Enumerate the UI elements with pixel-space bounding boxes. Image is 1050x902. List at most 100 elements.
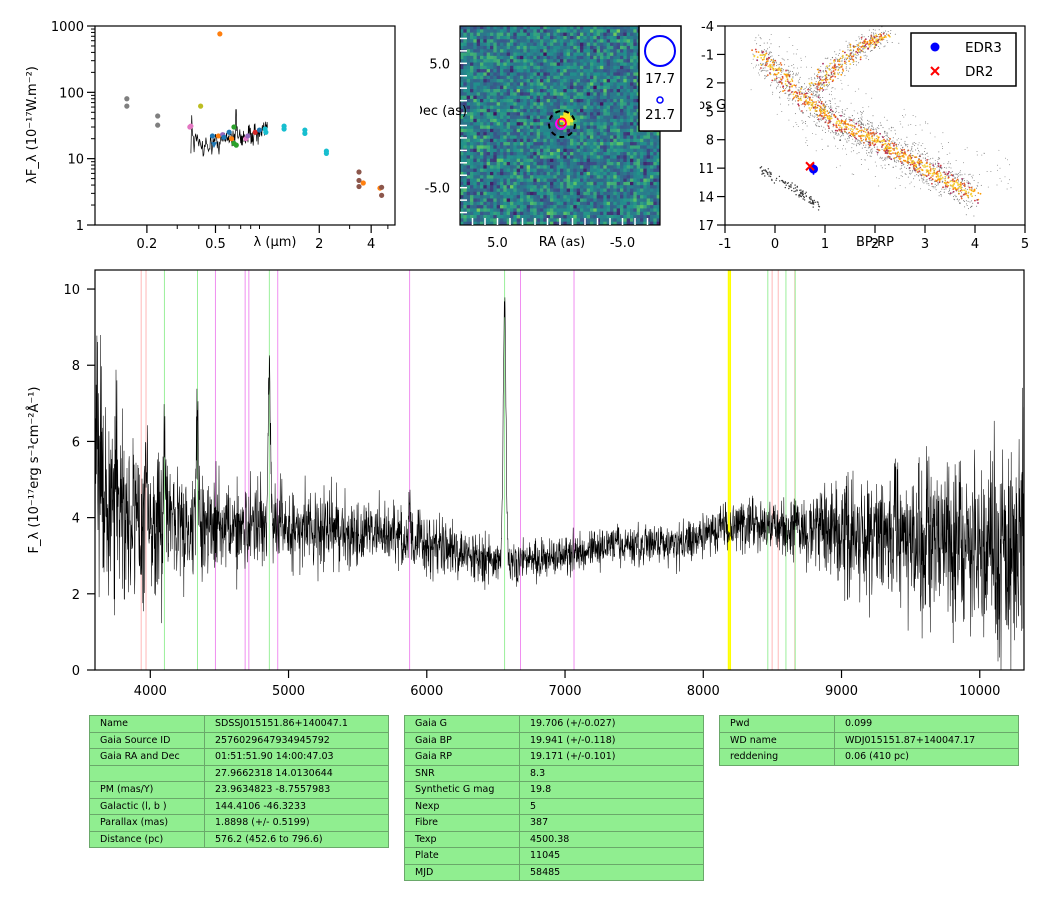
image-pixel <box>596 178 601 183</box>
image-pixel <box>580 215 584 219</box>
image-pixel <box>493 221 498 226</box>
hr-star <box>908 163 910 165</box>
image-pixel <box>630 185 634 189</box>
hr-star <box>769 60 771 62</box>
image-pixel <box>566 39 571 43</box>
hr-star <box>939 172 942 174</box>
image-pixel <box>580 112 584 116</box>
image-pixel <box>500 49 504 53</box>
hr-star <box>892 127 894 129</box>
image-pixel <box>506 115 511 120</box>
image-pixel <box>500 188 504 193</box>
hr-star <box>818 126 820 128</box>
hr-star <box>922 154 924 155</box>
image-pixel <box>490 42 494 47</box>
image-pixel <box>580 132 584 136</box>
image-pixel <box>606 45 611 50</box>
image-pixel <box>556 155 561 160</box>
hr-star <box>920 145 922 147</box>
image-pixel <box>576 158 581 163</box>
image-pixel <box>553 145 558 150</box>
hr-star <box>825 105 827 107</box>
image-pixel <box>500 215 504 219</box>
image-pixel <box>520 85 524 90</box>
image-pixel <box>520 135 524 140</box>
image-pixel <box>466 191 471 196</box>
image-pixel <box>540 218 544 223</box>
image-pixel <box>636 185 641 189</box>
image-pixel <box>513 115 518 120</box>
hr-star <box>841 135 843 137</box>
image-pixel <box>540 69 544 73</box>
image-pixel <box>656 171 661 176</box>
image-pixel <box>643 168 648 173</box>
image-pixel <box>623 102 628 106</box>
image-pixel <box>530 52 534 57</box>
hr-star <box>862 112 863 114</box>
image-pixel <box>613 152 618 156</box>
image-pixel <box>540 148 544 153</box>
image-pixel <box>526 72 531 77</box>
image-pixel <box>630 89 634 93</box>
image-pixel <box>536 145 541 150</box>
image-pixel <box>523 221 528 226</box>
image-pixel <box>550 221 554 226</box>
image-pixel <box>460 138 464 143</box>
hr-star <box>922 178 924 180</box>
image-pixel <box>506 211 511 216</box>
image-pixel <box>480 118 484 123</box>
image-pixel <box>510 195 514 199</box>
image-pixel <box>556 95 561 100</box>
image-pixel <box>603 145 608 150</box>
image-pixel <box>633 168 638 173</box>
image-pixel <box>536 128 541 133</box>
image-pixel <box>590 82 594 87</box>
image-pixel <box>573 65 578 70</box>
image-pixel <box>466 198 471 203</box>
image-pixel <box>603 105 608 110</box>
hr-star <box>898 155 900 158</box>
image-pixel <box>460 118 464 123</box>
image-pixel <box>543 55 548 60</box>
image-pixel <box>616 42 621 47</box>
hr-star <box>915 143 917 144</box>
image-pixel <box>576 92 581 96</box>
image-pixel <box>476 211 481 216</box>
image-pixel <box>496 108 501 113</box>
image-pixel <box>460 171 464 176</box>
hr-star <box>816 114 818 116</box>
image-pixel <box>656 165 661 169</box>
image-pixel <box>560 26 564 30</box>
image-pixel <box>633 161 638 166</box>
image-pixel <box>540 142 544 146</box>
hr-star <box>936 170 939 173</box>
image-pixel <box>633 82 638 87</box>
image-pixel <box>626 108 631 113</box>
image-pixel <box>650 168 654 173</box>
hr-star <box>848 137 850 139</box>
image-pixel <box>486 35 491 40</box>
hr-star <box>856 142 858 144</box>
image-pixel <box>526 92 531 96</box>
image-pixel <box>516 188 521 193</box>
image-pixel <box>503 115 508 120</box>
image-pixel <box>486 105 491 110</box>
image-pixel <box>610 85 614 90</box>
image-pixel <box>543 102 548 106</box>
image-pixel <box>620 208 624 213</box>
image-pixel <box>640 195 644 199</box>
image-pixel <box>600 92 604 96</box>
image-pixel <box>580 55 584 60</box>
image-pixel <box>560 108 564 113</box>
image-pixel <box>583 191 588 196</box>
image-pixel <box>623 29 628 33</box>
image-pixel <box>510 158 514 163</box>
image-pixel <box>550 171 554 176</box>
image-pixel <box>523 125 528 130</box>
image-pixel <box>550 65 554 70</box>
image-pixel <box>556 45 561 50</box>
hr-star <box>824 105 826 107</box>
hr-star <box>753 54 756 57</box>
image-pixel <box>613 181 618 186</box>
image-pixel <box>480 138 484 143</box>
